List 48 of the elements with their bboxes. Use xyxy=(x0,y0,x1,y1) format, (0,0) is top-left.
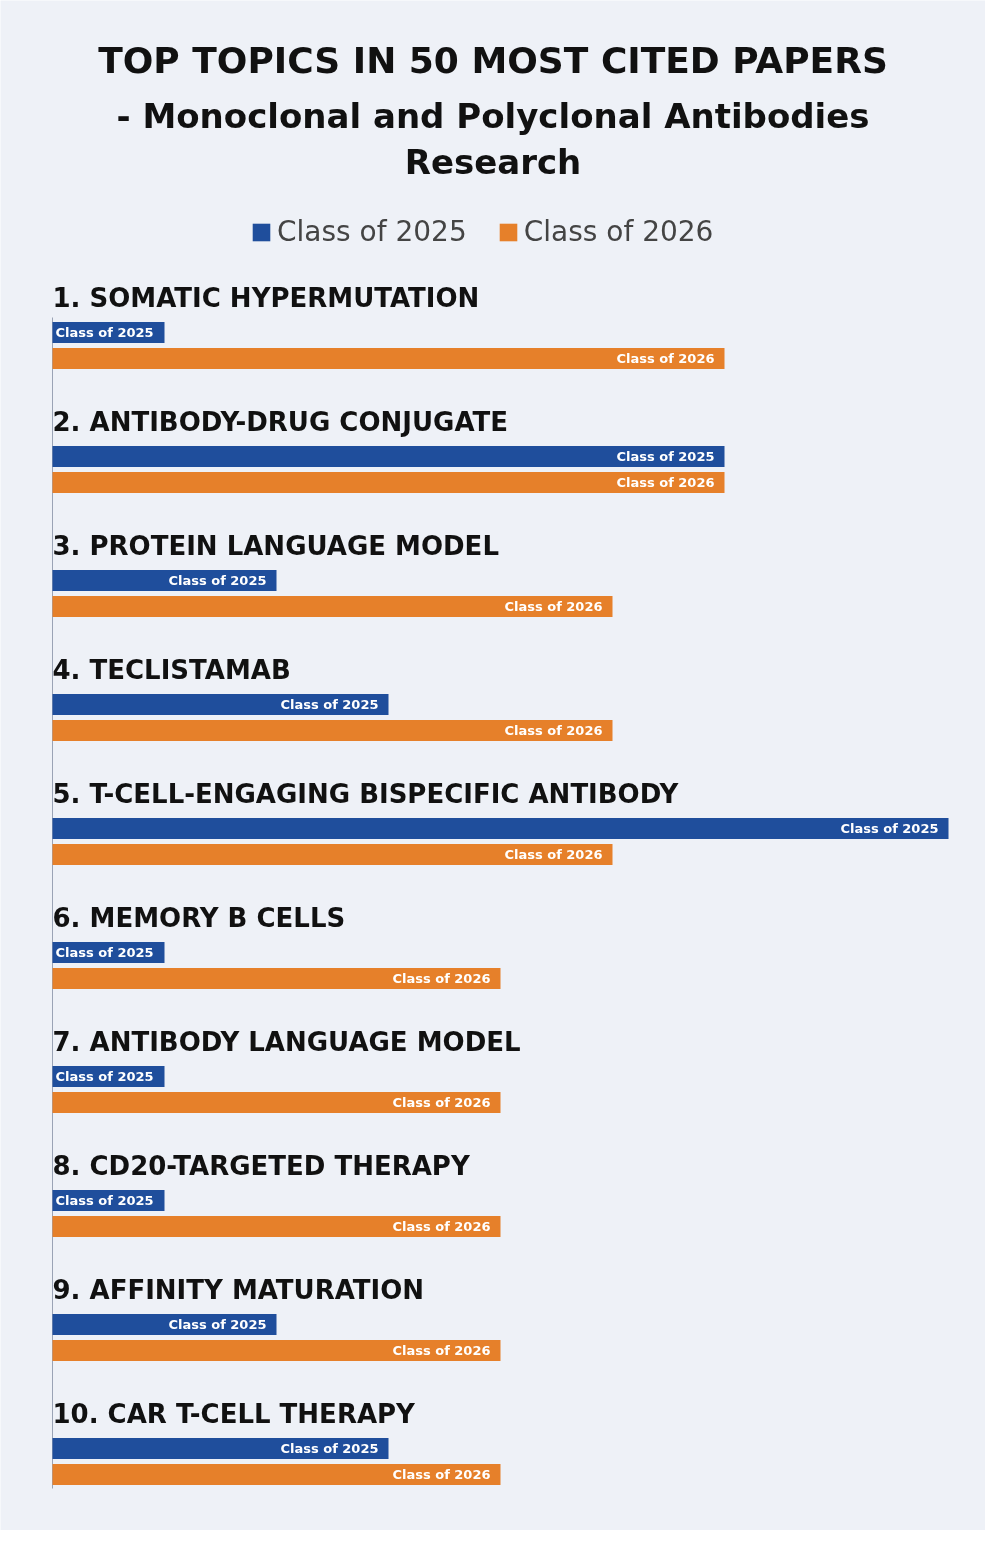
bar xyxy=(52,720,613,741)
text: Class of 2026 xyxy=(616,351,715,366)
text: Class of 2025 xyxy=(55,945,154,960)
bar xyxy=(52,1464,501,1485)
bar xyxy=(52,968,501,989)
text: Class of 2025 xyxy=(168,573,267,588)
bar xyxy=(52,446,725,467)
text: Class of 2026 xyxy=(504,847,603,862)
y-tick-label: 2. ANTIBODY-DRUG CONJUGATE xyxy=(52,406,508,437)
text: Class of 2025 xyxy=(55,1193,154,1208)
bar xyxy=(52,694,389,715)
bar xyxy=(52,844,613,865)
y-tick-label: 7. ANTIBODY LANGUAGE MODEL xyxy=(52,1026,521,1057)
text: Class of 2026 xyxy=(392,1219,491,1234)
y-tick-label: 5. T-CELL-ENGAGING BISPECIFIC ANTIBODY xyxy=(52,778,680,809)
text: Class of 2025 xyxy=(55,1069,154,1084)
legend-label: Class of 2025 xyxy=(277,215,467,248)
text: Class of 2026 xyxy=(504,599,603,614)
bar xyxy=(52,1438,389,1459)
text: Class of 2025 xyxy=(55,325,154,340)
legend-label: Class of 2026 xyxy=(523,215,714,248)
chart-subtitle: - Monoclonal and Polyclonal Antibodies Research xyxy=(116,95,870,182)
text: Class of 2026 xyxy=(392,971,491,986)
bar xyxy=(52,596,613,617)
bar xyxy=(52,348,725,369)
chart-title: TOP TOPICS IN 50 MOST CITED PAPERS xyxy=(98,40,888,81)
text: Class of 2025 xyxy=(168,1317,267,1332)
y-tick-label: 10. CAR T-CELL THERAPY xyxy=(52,1398,417,1429)
y-tick-label: 3. PROTEIN LANGUAGE MODEL xyxy=(52,530,499,561)
text: Class of 2025 xyxy=(840,821,939,836)
text: Class of 2025 xyxy=(280,697,379,712)
text: Class of 2026 xyxy=(392,1467,491,1482)
y-tick-label: 8. CD20-TARGETED THERAPY xyxy=(52,1150,471,1181)
bar xyxy=(52,818,949,839)
bar xyxy=(52,472,725,493)
y-tick-label: 4. TECLISTAMAB xyxy=(52,654,291,685)
bar xyxy=(52,1092,501,1113)
bar xyxy=(52,1216,501,1237)
text: Class of 2025 xyxy=(280,1441,379,1456)
text: Class of 2026 xyxy=(392,1095,491,1110)
text: Class of 2025 xyxy=(616,449,715,464)
text: Class of 2026 xyxy=(392,1343,491,1358)
text: Class of 2026 xyxy=(616,475,715,490)
y-tick-label: 6. MEMORY B CELLS xyxy=(52,902,346,933)
y-tick-label: 1. SOMATIC HYPERMUTATION xyxy=(52,282,480,313)
y-tick-label: 9. AFFINITY MATURATION xyxy=(52,1274,425,1305)
text: Class of 2026 xyxy=(504,723,603,738)
bar xyxy=(52,1340,501,1361)
